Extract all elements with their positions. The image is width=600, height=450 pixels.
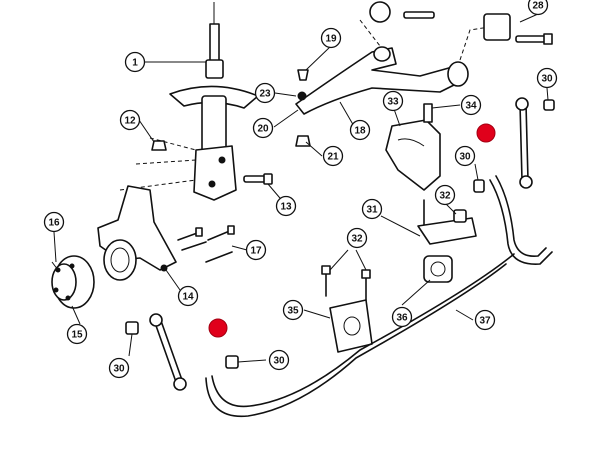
callout-17-label: 17 bbox=[250, 246, 262, 257]
control-arm-bushings bbox=[369, 1, 553, 45]
callout-36-label: 36 bbox=[396, 313, 408, 324]
callout-12: 12 bbox=[119, 109, 141, 131]
callout-37: 37 bbox=[474, 309, 496, 331]
callout-1: 1 bbox=[124, 51, 146, 73]
callout-37-label: 37 bbox=[479, 316, 491, 327]
callout-23: 23 bbox=[254, 82, 276, 104]
callout-13: 13 bbox=[275, 195, 297, 217]
callout-28: 28 bbox=[527, 0, 549, 16]
callout-17: 17 bbox=[245, 239, 267, 261]
callout-23-label: 23 bbox=[259, 89, 271, 100]
callout-33: 33 bbox=[382, 90, 404, 112]
crossmember-bracket bbox=[385, 103, 441, 191]
callout-34: 34 bbox=[460, 94, 482, 116]
callout-31: 31 bbox=[361, 198, 383, 220]
callout-13-label: 13 bbox=[280, 202, 292, 213]
callout-20-label: 20 bbox=[257, 124, 269, 135]
stabilizer-bushing-36 bbox=[423, 255, 453, 283]
callout-36: 36 bbox=[391, 306, 413, 328]
nut-12 bbox=[151, 140, 167, 151]
callout-30-upper-label: 30 bbox=[541, 74, 553, 85]
stabilizer-link-upper bbox=[473, 97, 555, 193]
callout-34-label: 34 bbox=[465, 101, 477, 112]
callout-28-label: 28 bbox=[532, 1, 544, 12]
callout-1-label: 1 bbox=[132, 58, 138, 69]
callout-12-label: 12 bbox=[124, 116, 136, 127]
callout-16: 16 bbox=[43, 211, 65, 233]
callout-32-upper: 32 bbox=[434, 184, 456, 206]
strut-assembly bbox=[119, 2, 259, 201]
bolts-32 bbox=[321, 265, 371, 301]
lower-control-arm bbox=[295, 19, 497, 115]
callout-19-label: 19 bbox=[325, 34, 337, 45]
callout-30-lower-left-label: 30 bbox=[113, 364, 125, 375]
callout-30-upper: 30 bbox=[536, 67, 558, 89]
callout-35: 35 bbox=[282, 299, 304, 321]
knuckle-bolts bbox=[177, 225, 235, 263]
stabilizer-link-lower bbox=[125, 313, 239, 391]
callout-21-label: 21 bbox=[327, 152, 339, 163]
callout-30-lower-right: 30 bbox=[268, 349, 290, 371]
stabilizer-link-lower-hotspot[interactable] bbox=[208, 318, 228, 338]
callout-18-label: 18 bbox=[354, 126, 366, 137]
callout-21: 21 bbox=[322, 145, 344, 167]
stabilizer-bracket bbox=[417, 199, 477, 245]
strut-bolt-13 bbox=[243, 173, 273, 185]
callout-30-middle: 30 bbox=[454, 145, 476, 167]
callout-30-lower-right-label: 30 bbox=[273, 356, 285, 367]
callout-15-label: 15 bbox=[71, 330, 83, 341]
callout-18: 18 bbox=[349, 119, 371, 141]
stabilizer-link-upper-hotspot[interactable] bbox=[476, 123, 496, 143]
callout-14: 14 bbox=[177, 285, 199, 307]
hub-bearing bbox=[51, 255, 95, 309]
callout-30-lower-left: 30 bbox=[108, 357, 130, 379]
callout-30-middle-label: 30 bbox=[459, 152, 471, 163]
callout-20: 20 bbox=[252, 117, 274, 139]
callout-32-lower: 32 bbox=[346, 227, 368, 249]
callout-31-label: 31 bbox=[366, 205, 378, 216]
steering-knuckle bbox=[97, 185, 177, 281]
callout-35-label: 35 bbox=[287, 306, 299, 317]
callout-32-upper-label: 32 bbox=[439, 191, 451, 202]
callout-32-lower-label: 32 bbox=[351, 234, 363, 245]
callout-14-label: 14 bbox=[182, 292, 194, 303]
callout-16-label: 16 bbox=[48, 218, 60, 229]
callout-33-label: 33 bbox=[387, 97, 399, 108]
ball-joint-hardware bbox=[295, 69, 311, 147]
stabilizer-bar bbox=[205, 175, 553, 418]
callout-15: 15 bbox=[66, 323, 88, 345]
callout-19: 19 bbox=[320, 27, 342, 49]
stabilizer-clamp-35 bbox=[329, 299, 373, 353]
